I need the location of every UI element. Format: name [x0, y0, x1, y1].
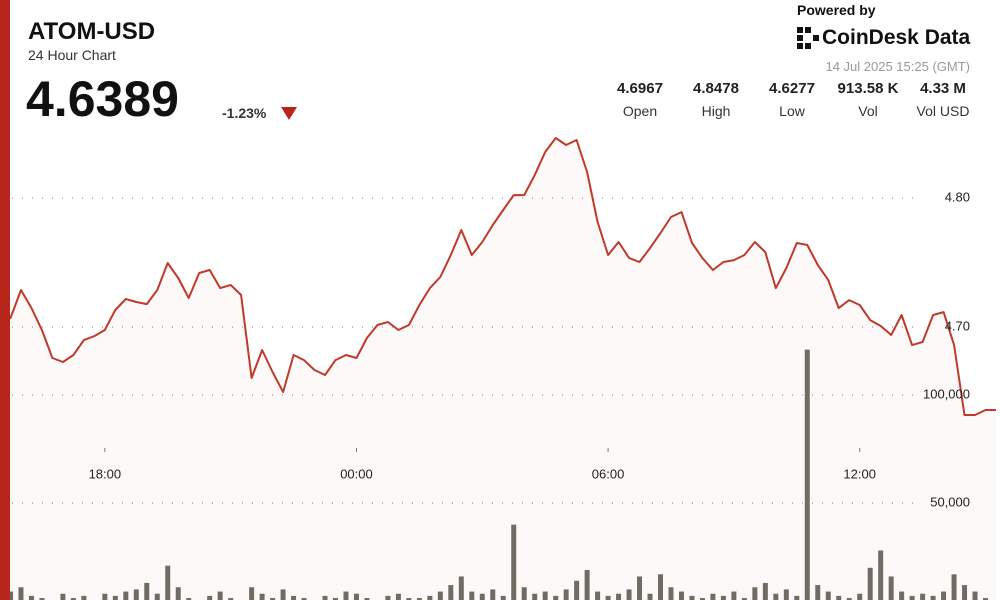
stat-low: 4.6277 Low	[752, 80, 832, 119]
y-tick-label: 4.80	[945, 189, 970, 204]
y-tick-label: 50,000	[930, 494, 970, 509]
x-tick-label: 12:00	[843, 466, 876, 481]
stat-label: Vol USD	[916, 103, 970, 119]
area	[0, 138, 996, 600]
change: -1.23%	[222, 105, 267, 121]
price-line	[0, 137, 996, 416]
price-area	[0, 137, 996, 600]
x-tick-label: 18:00	[89, 466, 122, 481]
brand: CoinDesk Data	[822, 26, 971, 49]
stat-vol-usd: 4.33 M Vol USD	[903, 80, 983, 119]
symbol: ATOM-USD	[28, 18, 156, 45]
stat-value: 4.8478	[693, 80, 739, 97]
accent-bar	[0, 0, 10, 600]
down-arrow	[281, 107, 297, 120]
x-tick-label: 06:00	[592, 466, 625, 481]
stat-label: Low	[779, 103, 805, 119]
y-tick-label: 4.70	[945, 318, 970, 333]
stat-value: 4.6277	[769, 80, 815, 97]
stat-value: 4.6967	[617, 80, 663, 97]
stat-label: Open	[622, 103, 658, 119]
brand-logo	[797, 27, 819, 49]
subtitle: 24 Hour Chart	[28, 47, 116, 63]
stat-label: Vol	[858, 103, 878, 119]
powered-by: Powered by	[797, 2, 876, 18]
stat-vol: 913.58 K Vol	[828, 80, 908, 119]
y-tick-label: 100,000	[923, 386, 970, 401]
stat-high: 4.8478 High	[676, 80, 756, 119]
timestamp: 14 Jul 2025 15:25 (GMT)	[825, 59, 970, 74]
stat-value: 913.58 K	[837, 80, 899, 97]
x-tick-label: 00:00	[340, 466, 373, 481]
stat-value: 4.33 M	[920, 80, 966, 97]
price: 4.6389	[26, 71, 179, 127]
stat-open: 4.6967 Open	[600, 80, 680, 119]
stat-label: High	[701, 103, 731, 119]
